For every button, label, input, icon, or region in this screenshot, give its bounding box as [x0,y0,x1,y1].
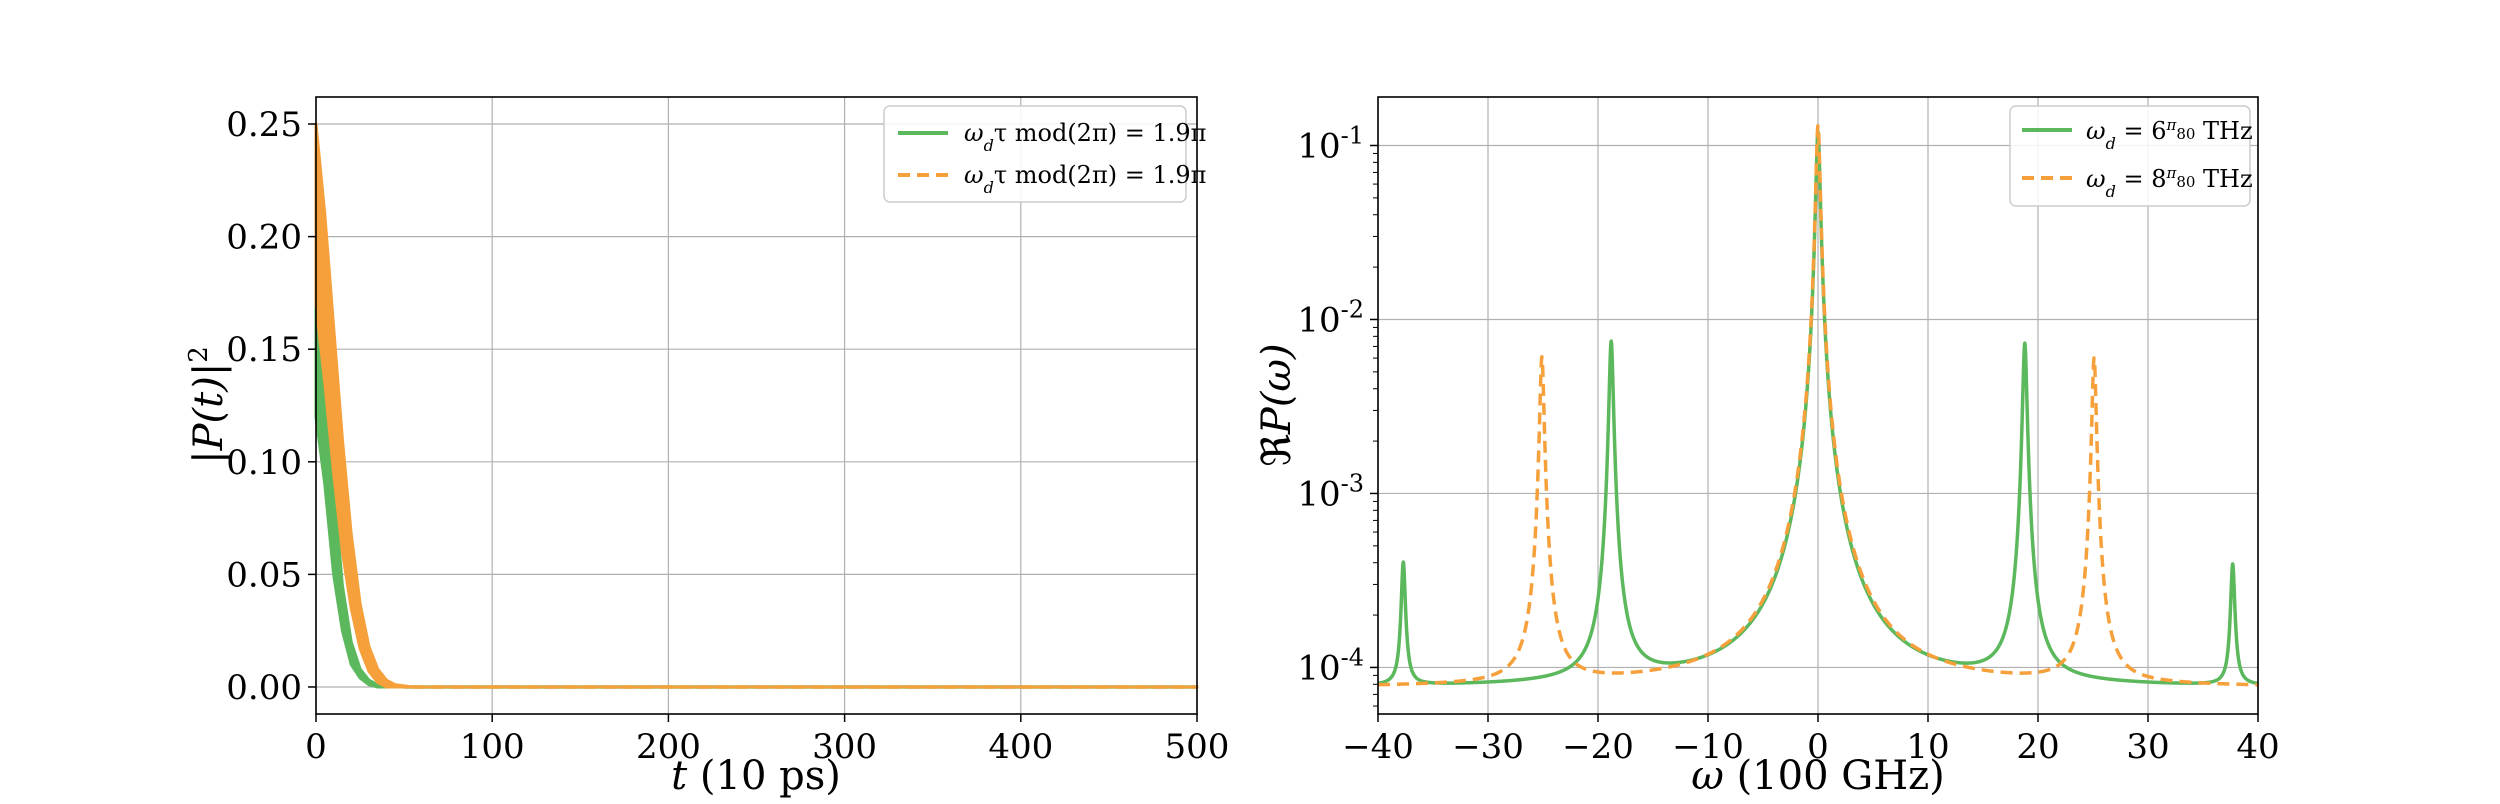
left-xtick-label-1: 100 [460,727,525,767]
left-legend-label-1: ωdτ mod(2π) = 1.9π [964,119,1206,155]
right-xtick-label-8: 40 [2236,727,2279,767]
right-xtick-label-6: 20 [2016,727,2059,767]
right-legend-label-1: ωd = 6π80 THz [2086,116,2253,153]
left-ytick-label-0: 0.00 [226,668,302,708]
left-x-axis-label: t (10 ps) [671,753,841,799]
right-series-line-1 [1376,123,2260,687]
left-ytick-label-2: 0.10 [226,443,302,483]
left-y-axis-label: |P(t)|2 [184,346,232,464]
left-xtick-label-4: 400 [988,727,1053,767]
right-xtick-label-2: −20 [1562,727,1634,767]
right-ytick-label-2: 10-2 [1297,295,1364,340]
right-ytick-label-1: 10-3 [1297,469,1364,514]
left-legend-label-2: ωdτ mod(2π) = 1.9π [964,161,1206,197]
right-ytick-label-0: 10-4 [1297,643,1364,688]
right-xtick-label-1: −30 [1452,727,1524,767]
right-series [1376,123,2260,687]
right-legend-label-2: ωd = 8π80 THz [2086,164,2253,201]
right-legend: ωd = 6π80 THz ωd = 8π80 THz [2009,105,2253,207]
left-xtick-label-0: 0 [305,727,327,767]
left-legend: ωdτ mod(2π) = 1.9π ωdτ mod(2π) = 1.9π [883,105,1206,203]
left-ytick-label-3: 0.15 [226,330,302,370]
right-ticks: −40 −30 −20 −10 0 10 20 30 40 10-4 10-3 10-2 10-1 [1297,121,2279,767]
left-series-band-1 [314,122,1199,689]
left-ticks: 0 100 200 300 400 500 0.00 0.05 0.10 0.15 0.20 0.25 [226,105,1229,767]
left-ytick-label-4: 0.20 [226,218,302,258]
chart-left: 0 100 200 300 400 500 0.00 0.05 0.10 0.15 0.20 0.25… [184,96,1229,799]
left-xtick-label-2: 200 [636,727,701,767]
chart-right: −40 −30 −20 −10 0 10 20 30 40 10-4 10-3 10-2 10-1 ω … [1254,96,2280,799]
right-x-axis-label: ω (100 GHz) [1691,753,1945,799]
left-plot-frame [315,96,1198,715]
right-ytick-label-3: 10-1 [1297,121,1364,166]
right-xtick-label-0: −40 [1342,727,1414,767]
right-xtick-label-7: 30 [2126,727,2169,767]
right-xtick-label-3: −10 [1672,727,1744,767]
right-y-axis-label: ℜP(ω) [1254,343,1300,466]
left-xtick-label-3: 300 [812,727,877,767]
left-ytick-label-5: 0.25 [226,105,302,145]
left-series [314,122,1199,689]
left-ytick-label-1: 0.05 [226,555,302,595]
right-xtick-label-4: 0 [1807,727,1829,767]
left-legend-box [883,105,1187,203]
left-xtick-label-5: 500 [1165,727,1230,767]
right-xtick-label-5: 10 [1906,727,1949,767]
